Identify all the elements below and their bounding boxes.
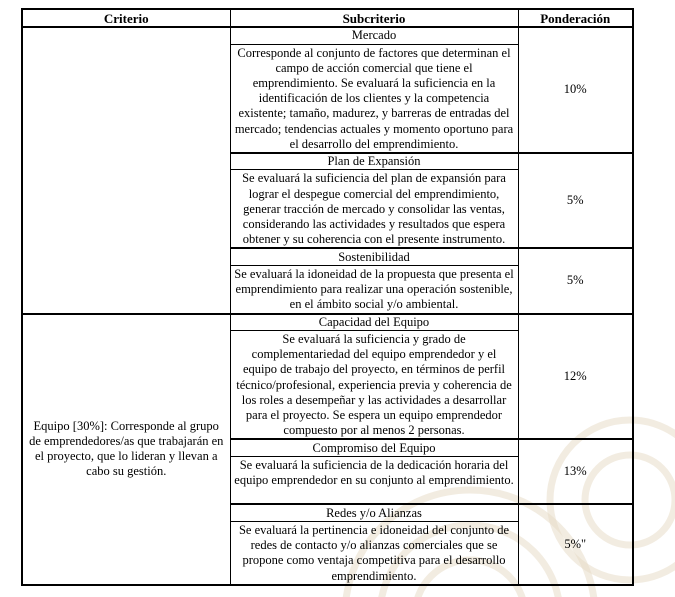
subcriterio-title-sostenibilidad: Sostenibilidad xyxy=(229,247,519,266)
subcriterio-desc-mercado: Corresponde al conjunto de factores que … xyxy=(229,43,519,154)
subcriterio-desc-redes-alianzas: Se evaluará la pertinencia e idoneidad d… xyxy=(229,520,519,586)
subcriterio-desc-sostenibilidad: Se evaluará la idoneidad de la propuesta… xyxy=(229,264,519,315)
subcriterio-title-redes-alianzas: Redes y/o Alianzas xyxy=(229,503,519,522)
criterio-cell-equipo: Equipo [30%]: Corresponde al grupo de em… xyxy=(21,312,231,586)
subcriterio-desc-compromiso-equipo: Se evaluará la suficiencia de la dedicac… xyxy=(229,455,519,505)
ponderacion-sostenibilidad: 5% xyxy=(517,247,634,315)
evaluation-criteria-table: Criterio Subcriterio Ponderación Mercado… xyxy=(21,8,634,586)
ponderacion-capacidad-equipo: 12% xyxy=(517,312,634,440)
table-row: Equipo [30%]: Corresponde al grupo de em… xyxy=(21,312,634,586)
ponderacion-compromiso-equipo: 13% xyxy=(517,438,634,505)
subcriterio-desc-capacidad-equipo: Se evaluará la suficiencia y grado de co… xyxy=(229,330,519,440)
subcriterio-title-plan-expansion: Plan de Expansión xyxy=(229,151,519,171)
subcriterio-header: Subcriterio xyxy=(229,8,519,28)
criterio-cell-1 xyxy=(21,26,231,315)
subcriterio-title-mercado: Mercado xyxy=(229,26,519,45)
table-row: Se evaluará la suficiencia y grado de co… xyxy=(22,330,633,440)
ponderacion-plan-expansion: 5% xyxy=(517,151,634,249)
ponderacion-redes-alianzas: 5%" xyxy=(517,503,634,586)
table-row: Se evaluará la idoneidad de la propuesta… xyxy=(22,264,633,315)
ponderacion-header: Ponderación xyxy=(517,8,634,28)
header-row: Criterio Subcriterio Ponderación xyxy=(21,8,634,28)
criterio-header: Criterio xyxy=(21,8,231,28)
subcriterio-title-compromiso-equipo: Compromiso del Equipo xyxy=(229,438,519,457)
table-row: Mercado 10% xyxy=(21,26,634,315)
subcriterio-desc-plan-expansion: Se evaluará la suficiencia del plan de e… xyxy=(229,169,519,249)
table-row: Corresponde al conjunto de factores que … xyxy=(22,43,633,154)
table-row: Sostenibilidad 5% xyxy=(22,247,634,315)
ponderacion-mercado: 10% xyxy=(517,26,634,154)
subcriterio-title-capacidad-equipo: Capacidad del Equipo xyxy=(229,312,519,332)
